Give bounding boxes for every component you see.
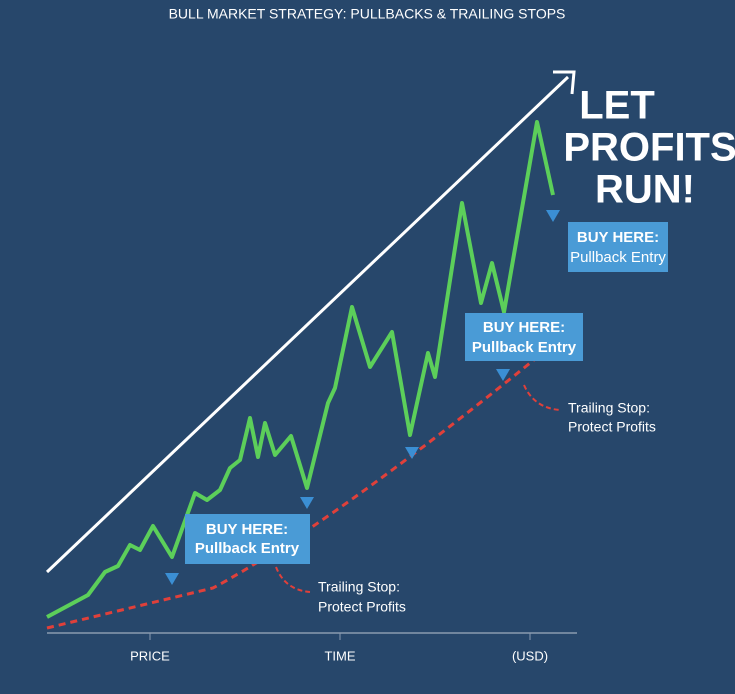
stop-note: Trailing Stop: [318,579,400,595]
trend-arrowhead [553,70,576,95]
callout-box [185,514,310,564]
headline: LET [579,84,655,128]
entry-marker [546,210,560,222]
headline: PROFITS [563,126,735,170]
callout-box [465,313,583,361]
callout-text: BUY HERE: [483,319,565,336]
stop-note: Protect Profits [318,599,406,615]
callout-text: Pullback Entry [195,540,300,557]
callout-text: BUY HERE: [577,229,659,246]
entry-markers [165,210,560,585]
trailing-stop-line [46,353,541,630]
callout-text: BUY HERE: [206,521,288,538]
callout-text: Pullback Entry [570,249,666,266]
stop-note: Trailing Stop: [568,400,650,416]
entry-marker [405,447,419,459]
entry-marker [496,369,510,381]
axis-label: PRICE [130,648,170,663]
axis-label: (USD) [512,648,548,663]
axis-label: TIME [324,648,355,663]
callout-text: Pullback Entry [472,339,577,356]
stop-note: Protect Profits [568,419,656,435]
title: BULL MARKET STRATEGY: PULLBACKS & TRAILI… [169,6,566,22]
stop-connector [275,566,311,593]
headline: RUN! [595,168,695,212]
stop-connector [523,384,561,411]
price-line [46,120,555,619]
entry-marker [165,573,179,585]
trend-arrow [45,75,570,574]
callout-box [568,222,668,272]
entry-marker [300,497,314,509]
